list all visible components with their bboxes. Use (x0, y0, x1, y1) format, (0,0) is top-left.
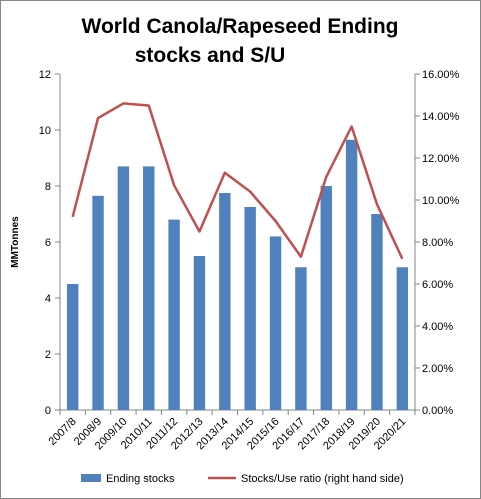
bar-ending-stocks (295, 267, 307, 410)
y2-tick-label: 6.00% (422, 279, 453, 291)
bar-ending-stocks (396, 267, 409, 410)
bar-ending-stocks (66, 284, 79, 410)
bar-ending-stocks (345, 139, 358, 411)
bar-ending-stocks (269, 236, 282, 410)
y-tick-label: 0 (45, 405, 51, 417)
bar-ending-stocks (193, 256, 206, 410)
bar-ending-stocks (168, 219, 180, 410)
bar-ending-stocks (244, 207, 256, 410)
y2-tick-label: 2.00% (422, 363, 453, 375)
bar-ending-stocks (320, 186, 332, 410)
y-tick-label: 8 (45, 181, 51, 193)
y-tick-label: 6 (45, 237, 51, 249)
y2-tick-label: 14.00% (422, 111, 460, 123)
y2-tick-label: 4.00% (422, 321, 453, 333)
bar-ending-stocks (219, 193, 231, 410)
y-tick-label: 2 (45, 349, 51, 361)
y2-tick-label: 10.00% (422, 195, 460, 207)
y2-tick-label: 12.00% (422, 153, 460, 165)
bar-ending-stocks (143, 166, 155, 410)
y-tick-label: 12 (39, 69, 51, 81)
y2-tick-label: 0.00% (422, 405, 453, 417)
chart-title-line1: World Canola/Rapeseed Ending (82, 15, 399, 38)
y2-tick-label: 16.00% (422, 69, 460, 81)
y2-tick-label: 8.00% (422, 237, 453, 249)
legend-label-stocks-use: Stocks/Use ratio (right hand side) (241, 473, 404, 485)
legend-label-ending-stocks: Ending stocks (106, 473, 175, 485)
chart-title-line2: stocks and S/U (135, 44, 286, 67)
line-stocks-use-ratio (71, 102, 404, 260)
y-tick-label: 10 (39, 125, 51, 137)
y-axis-label: MMTonnes (10, 216, 21, 268)
x-tick-label: 2007/8 (47, 416, 79, 448)
bar-ending-stocks (371, 214, 383, 410)
legend-swatch-ending-stocks (81, 474, 101, 482)
bar-ending-stocks (117, 166, 130, 410)
bar-ending-stocks (92, 195, 104, 410)
y-tick-label: 4 (45, 293, 51, 305)
